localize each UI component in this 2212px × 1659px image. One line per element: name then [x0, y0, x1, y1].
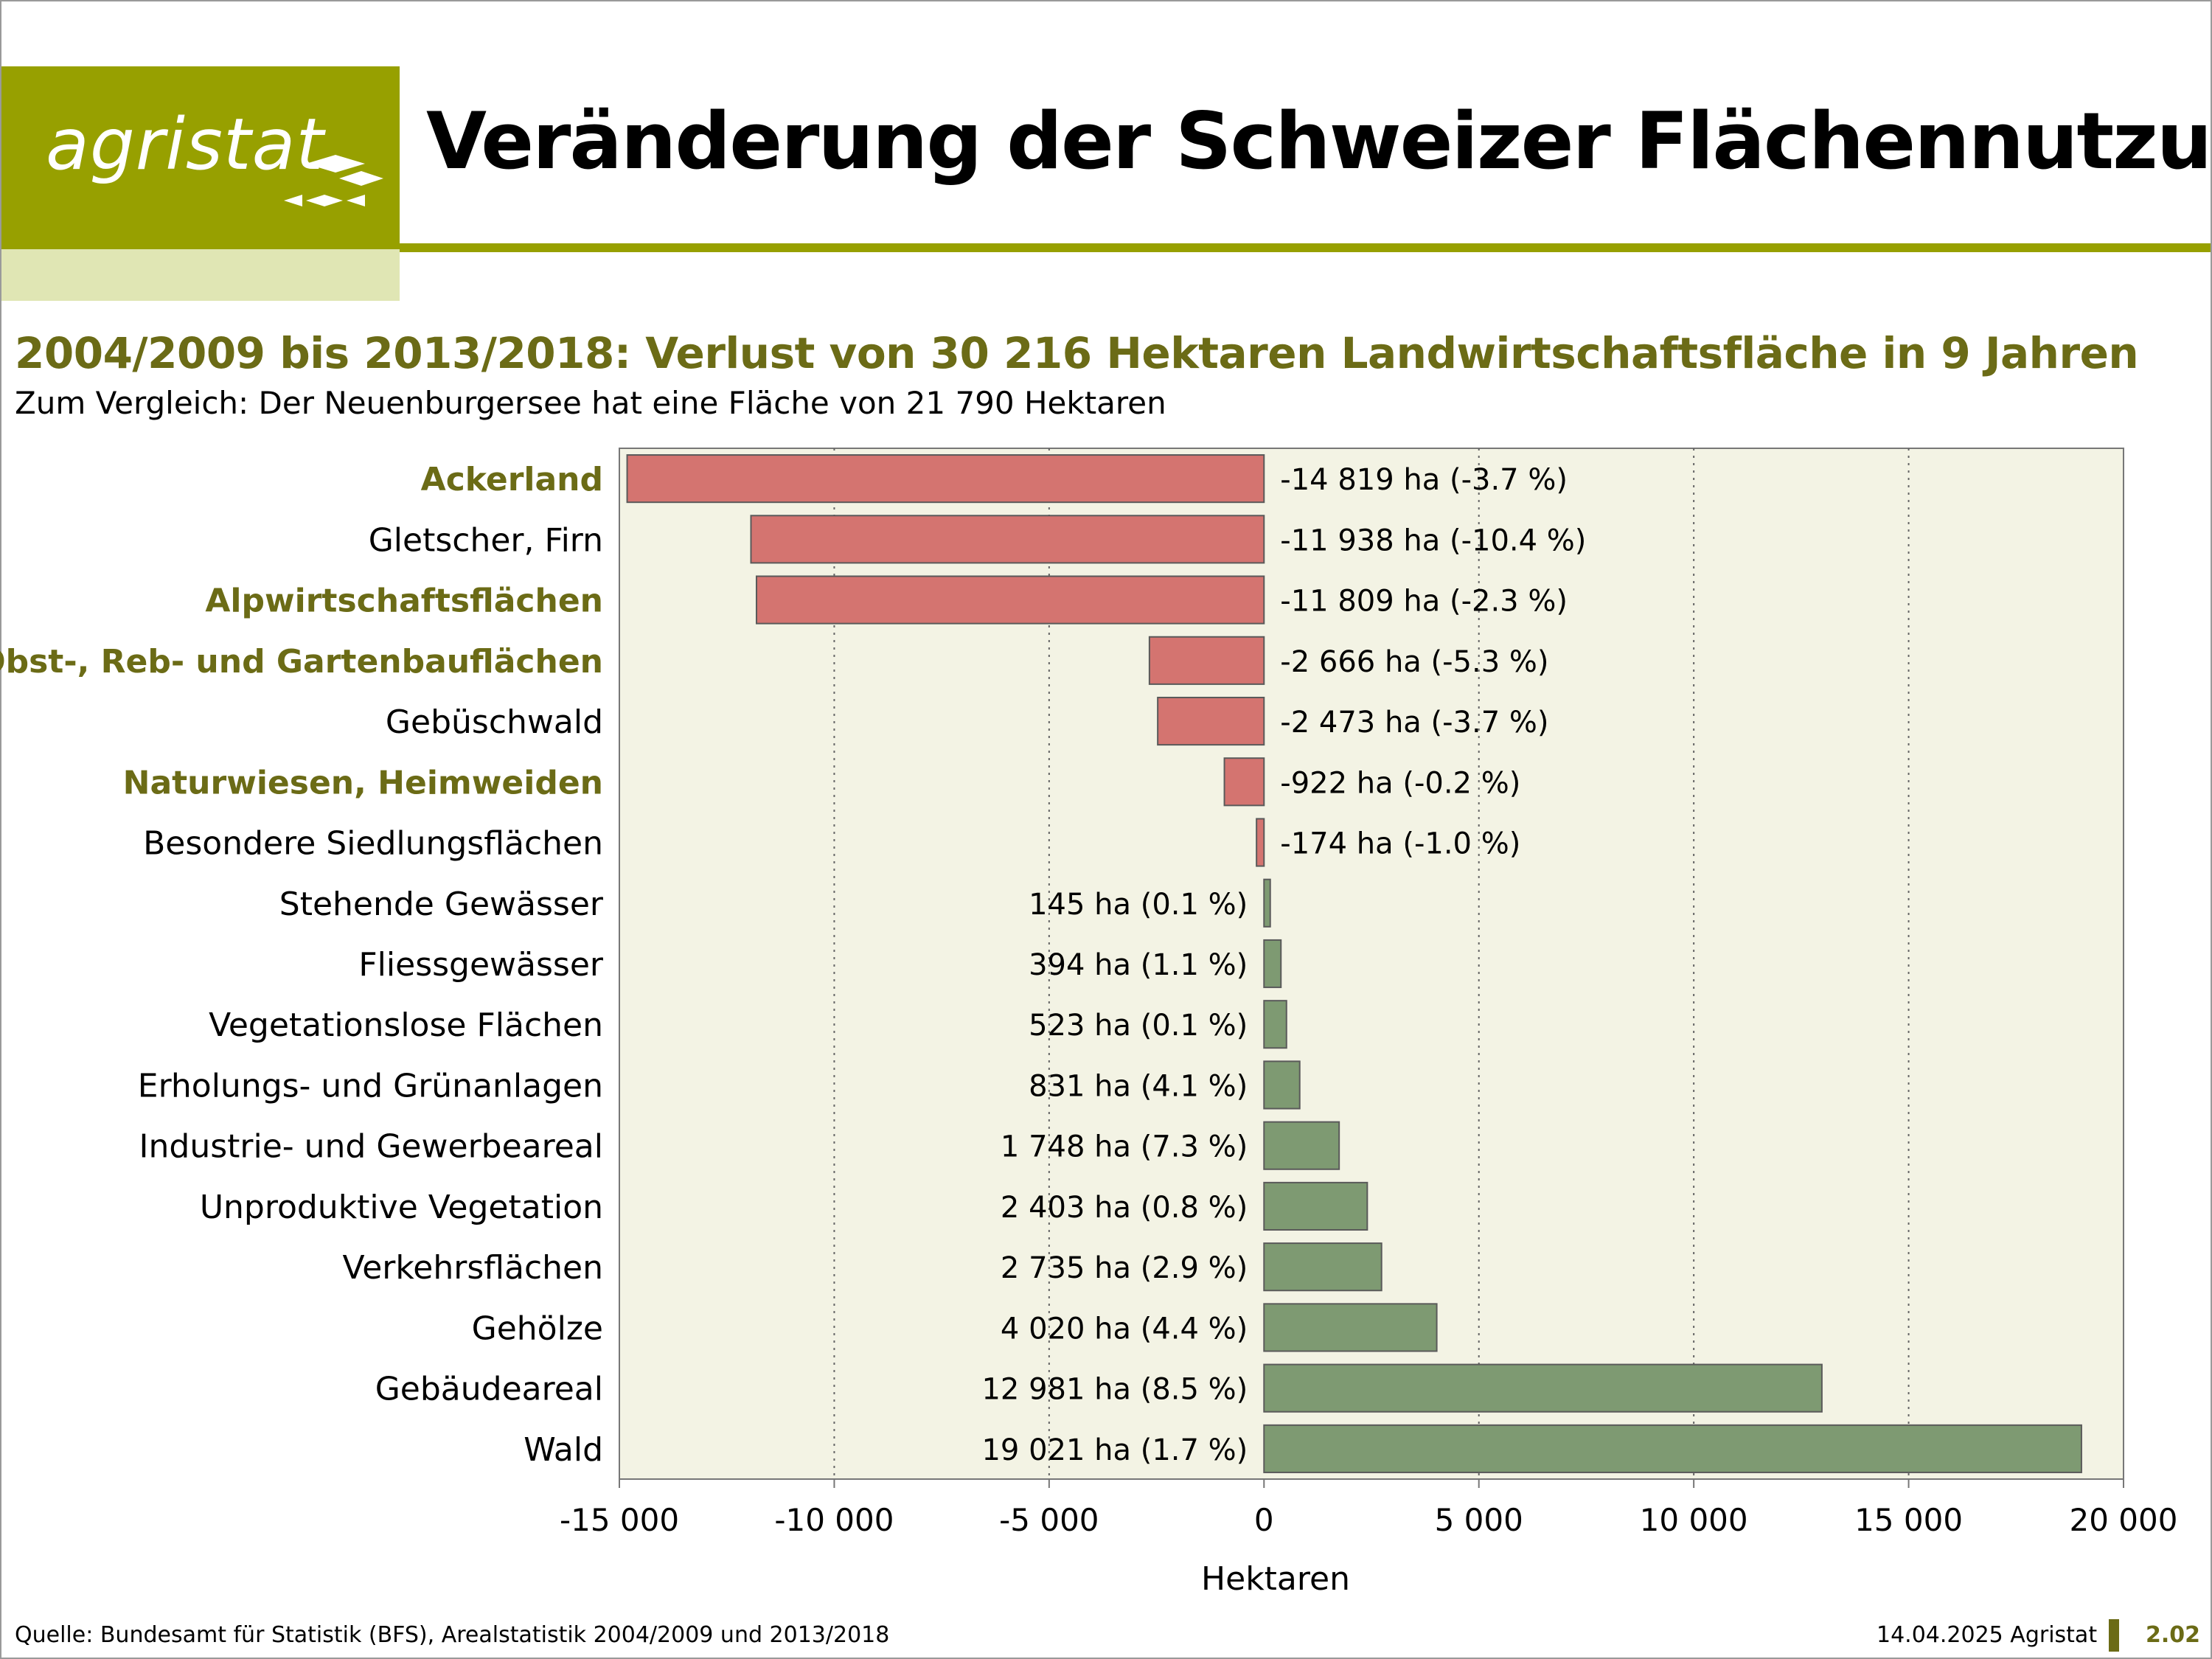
bar: [1223, 757, 1265, 807]
bar: [1263, 878, 1271, 928]
x-tick-label: 20 000: [2070, 1502, 2178, 1538]
data-label: -922 ha (-0.2 %): [1280, 766, 1520, 800]
page-title: Veränderung der Schweizer Flächennutzung: [426, 96, 2212, 187]
bar: [1263, 939, 1282, 989]
data-label: 523 ha (0.1 %): [1029, 1009, 1248, 1043]
page-number: 2.02: [2146, 1622, 2201, 1648]
data-label: -11 938 ha (-10.4 %): [1280, 524, 1586, 557]
footer-divider: [2109, 1619, 2119, 1652]
x-tick-label: 10 000: [1640, 1502, 1748, 1538]
data-label: -11 809 ha (-2.3 %): [1280, 585, 1568, 619]
category-label: Stehende Gewässer: [279, 886, 604, 923]
bar: [750, 515, 1265, 564]
bar: [1148, 636, 1265, 685]
chart-note: Zum Vergleich: Der Neuenburgersee hat ei…: [15, 385, 1166, 421]
data-label: -14 819 ha (-3.7 %): [1280, 463, 1568, 497]
bar: [1263, 1363, 1823, 1413]
x-tick-label: 5 000: [1435, 1502, 1523, 1538]
category-label: Gebüschwald: [386, 703, 603, 741]
bar: [1263, 1181, 1368, 1231]
data-label: -2 473 ha (-3.7 %): [1280, 706, 1548, 740]
source-note: Quelle: Bundesamt für Statistik (BFS), A…: [15, 1622, 890, 1648]
data-label: -2 666 ha (-5.3 %): [1280, 645, 1548, 679]
footer-date: 14.04.2025 Agristat: [1877, 1622, 2098, 1648]
category-label: Naturwiesen, Heimweiden: [123, 764, 603, 801]
category-label: Wald: [524, 1431, 603, 1469]
category-label: Fliessgewässer: [358, 946, 604, 984]
x-tick-label: 15 000: [1854, 1502, 1963, 1538]
category-label: Verkehrsflächen: [343, 1249, 603, 1287]
category-label: Besondere Siedlungsflächen: [143, 825, 603, 863]
category-label: Vegetationslose Flächen: [209, 1006, 603, 1044]
bar: [1157, 696, 1265, 746]
logo-mark-icon: [284, 155, 383, 206]
category-label: Erholungs- und Grünanlagen: [138, 1067, 603, 1105]
data-label: 2 735 ha (2.9 %): [1001, 1251, 1248, 1285]
category-label: Gebäudeareal: [375, 1371, 603, 1408]
bar: [1263, 1060, 1301, 1110]
bar: [755, 575, 1265, 625]
data-label: 394 ha (1.1 %): [1029, 948, 1248, 982]
data-label: 19 021 ha (1.7 %): [981, 1433, 1248, 1467]
category-label: Alpwirtschaftsflächen: [205, 582, 603, 620]
x-tick-label: -10 000: [774, 1502, 894, 1538]
bar: [1256, 818, 1265, 867]
bar: [1263, 1424, 2082, 1473]
category-label: Obst-, Reb- und Gartenbauflächen: [0, 643, 603, 681]
category-label: Unproduktive Vegetation: [200, 1189, 603, 1226]
logo-text: agristat: [46, 103, 325, 186]
bar: [626, 454, 1265, 504]
bar-chart: Ackerland -14 819 ha (-3.7 %) Gletscher, F…: [0, 448, 2178, 1598]
data-label: 1 748 ha (7.3 %): [1001, 1130, 1248, 1164]
title-divider: [400, 243, 2211, 252]
data-label: 4 020 ha (4.4 %): [1001, 1312, 1248, 1346]
data-label: 145 ha (0.1 %): [1029, 888, 1248, 922]
category-label: Industrie- und Gewerbeareal: [139, 1128, 603, 1166]
data-label: -174 ha (-1.0 %): [1280, 827, 1520, 861]
bar: [1263, 1303, 1438, 1352]
bar: [1263, 1242, 1382, 1292]
x-tick-label: 0: [1254, 1502, 1274, 1538]
data-label: 12 981 ha (8.5 %): [981, 1373, 1248, 1407]
x-axis-title: Hektaren: [1201, 1560, 1350, 1598]
category-label: Ackerland: [421, 461, 603, 498]
bar: [1263, 1121, 1340, 1170]
data-label: 831 ha (4.1 %): [1029, 1069, 1248, 1103]
logo-underbar: [1, 249, 400, 301]
category-label: Gehölze: [472, 1310, 603, 1347]
chart-subtitle: 2004/2009 bis 2013/2018: Verlust von 30 …: [15, 328, 2139, 378]
bar: [1263, 1000, 1287, 1049]
x-tick-label: -5 000: [999, 1502, 1099, 1538]
category-label: Gletscher, Firn: [369, 521, 603, 559]
x-tick-label: -15 000: [560, 1502, 679, 1538]
data-label: 2 403 ha (0.8 %): [1001, 1191, 1248, 1225]
